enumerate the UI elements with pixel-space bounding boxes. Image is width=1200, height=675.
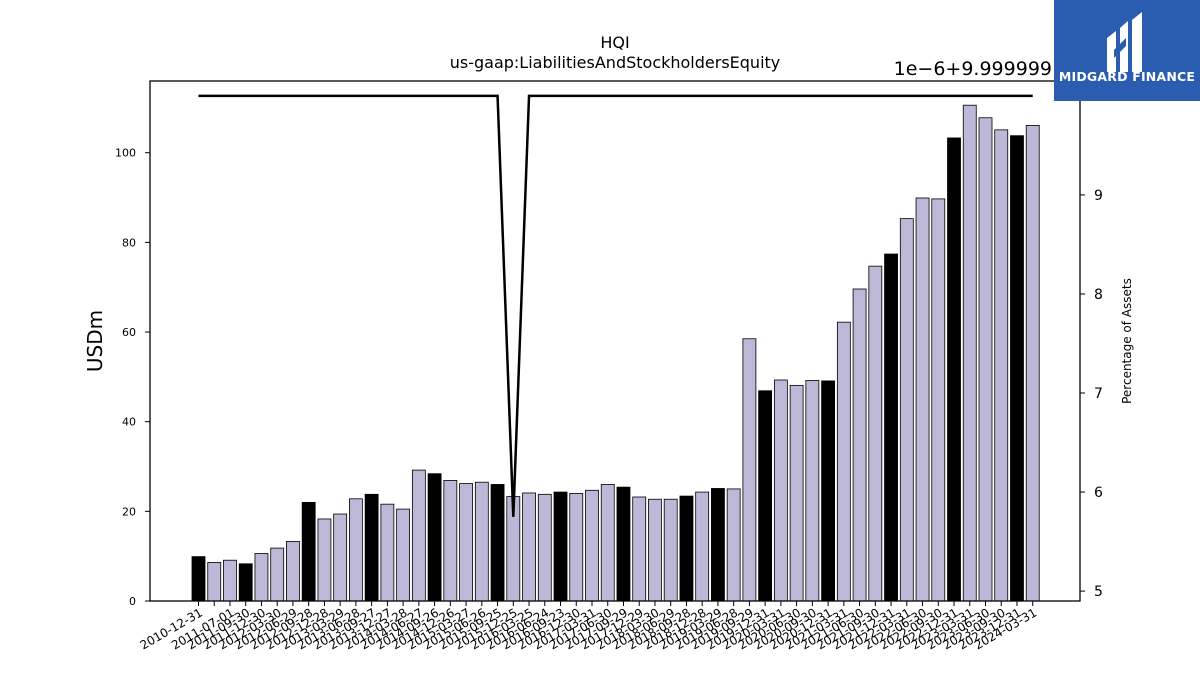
bar-2023-06-30 [978, 117, 993, 602]
percentage-of-assets-line [198, 94, 1033, 517]
y2-axis-label: Percentage of Assets [1120, 278, 1134, 404]
bar-2014-03-28 [396, 508, 411, 602]
bar-2020-03-31 [773, 379, 788, 602]
bar-2016-12-30 [569, 493, 584, 602]
y2-tick-label: 5 [1094, 584, 1103, 600]
bar-2015-03-27 [459, 483, 473, 602]
brand-logo: MIDGARD FINANCE [1054, 0, 1200, 101]
bar-2018-09-28 [679, 495, 694, 602]
bar-2017-03-31 [585, 489, 599, 602]
bar-2022-09-30 [931, 198, 946, 602]
bar-2021-09-30 [868, 265, 883, 602]
bar-2018-06-29 [663, 498, 678, 602]
bar-2016-03-25 [522, 492, 536, 602]
bar-2011-03-31 [207, 562, 222, 602]
bar-2018-03-30 [648, 498, 662, 602]
bar-2017-09-29 [616, 486, 631, 602]
bar-2018-12-28 [695, 491, 710, 602]
bar-2019-06-28 [726, 488, 741, 602]
bar-2011-12-30 [254, 553, 269, 602]
bar-2019-09-29 [742, 338, 757, 602]
bar-2012-12-28 [317, 518, 332, 602]
y-tick-label: 60 [122, 326, 136, 339]
bar-2011-07-01 [223, 559, 237, 602]
bar-2015-09-25 [490, 484, 505, 602]
bar-2017-12-29 [632, 496, 647, 602]
y-tick-label: 80 [122, 236, 136, 249]
bar-2016-06-24 [537, 493, 552, 602]
y2-tick-label: 8 [1094, 287, 1103, 303]
y2-tick-label: 7 [1094, 386, 1103, 402]
bar-2013-06-28 [348, 498, 363, 602]
bar-2012-09-28 [301, 501, 316, 602]
bar-2012-03-30 [270, 547, 285, 602]
bar-2011-09-30 [238, 563, 253, 602]
y-axis-label: USDm [83, 310, 107, 372]
bar-2016-09-23 [553, 491, 568, 602]
bar-2010-12-31 [191, 556, 206, 602]
chart-title: HQI [600, 33, 629, 52]
bar-2020-12-31 [821, 380, 835, 602]
bar-2013-12-27 [380, 503, 395, 602]
bar-2023-12-31 [1010, 135, 1024, 602]
bar-2013-03-29 [333, 513, 348, 602]
bar-2017-06-30 [600, 484, 615, 602]
plot-frame [149, 80, 1081, 602]
y-tick-label: 0 [129, 595, 136, 608]
logo-mark-icon [1107, 12, 1142, 72]
y2-tick-label: 9 [1094, 188, 1103, 204]
bar-2021-12-31 [884, 253, 898, 602]
y2-tick-label: 6 [1094, 485, 1103, 501]
y-tick-label: 20 [122, 505, 136, 518]
logo-text: MIDGARD FINANCE [1058, 69, 1196, 84]
bar-2013-09-27 [364, 493, 379, 602]
bar-2023-09-30 [994, 129, 1009, 602]
bar-2019-03-29 [711, 488, 725, 602]
bar-2014-12-26 [443, 480, 458, 602]
bar-2022-06-30 [915, 197, 930, 602]
y-tick-label: 100 [115, 147, 136, 160]
bar-2020-09-30 [805, 380, 820, 602]
bar-2021-03-31 [836, 321, 851, 602]
bar-2024-03-31 [1025, 124, 1040, 602]
y2-offset-text: 1e−6+9.999999 [894, 58, 1052, 80]
bar-2020-06-30 [789, 384, 804, 602]
bar-2015-06-26 [474, 481, 489, 602]
bar-2022-12-31 [947, 137, 961, 602]
bar-2014-06-27 [411, 469, 426, 602]
bar-2023-03-31 [962, 104, 977, 602]
y-tick-label: 40 [122, 416, 136, 429]
chart-subtitle: us-gaap:LiabilitiesAndStockholdersEquity [450, 53, 781, 72]
bar-2022-03-31 [899, 218, 914, 602]
bar-2014-09-26 [427, 473, 442, 602]
bar-2012-06-29 [286, 540, 300, 602]
bar-2021-06-30 [852, 288, 867, 602]
bar-2019-12-31 [758, 390, 773, 602]
